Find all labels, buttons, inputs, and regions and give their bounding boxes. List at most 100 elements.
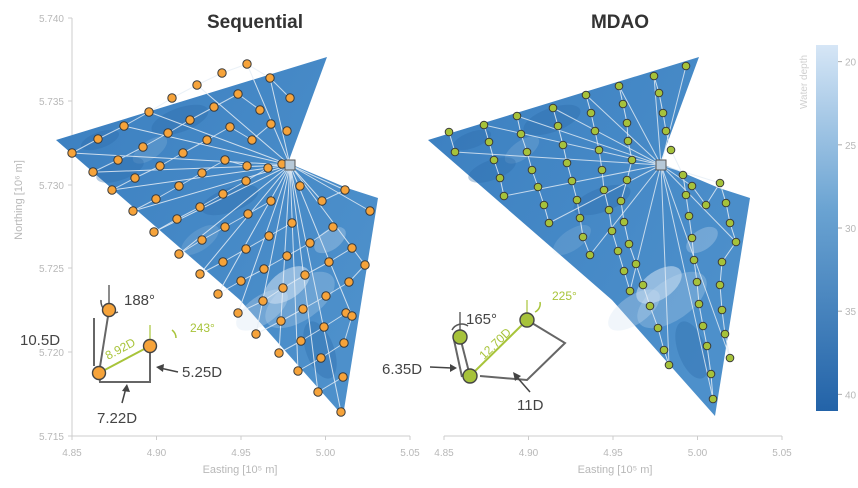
cable-segment [660, 65, 687, 166]
turbine-marker [479, 120, 489, 130]
cable-segment [289, 164, 342, 413]
turbine-marker [258, 296, 268, 306]
turbine-marker [539, 200, 549, 210]
turbine-marker [93, 134, 103, 144]
spacing-inset-sequential: 188° 243° 10.5D 8.92D 5.25D 7.22D [20, 285, 222, 427]
cable-segment [585, 94, 662, 166]
cable-segment [516, 115, 662, 166]
turbine-marker [264, 231, 274, 241]
turbine-marker [581, 90, 591, 100]
distance-label-5-25d: 5.25D [182, 364, 222, 381]
turbine-marker [659, 345, 669, 355]
turbine-marker [623, 136, 633, 146]
turbine-marker [149, 227, 159, 237]
turbine-marker [236, 276, 246, 286]
distance-label-12-70d: 12.70D [476, 325, 514, 362]
turbine-marker [174, 249, 184, 259]
y-tick-label: 5.720 [39, 348, 64, 359]
turbine-marker [321, 291, 331, 301]
turbine-marker [618, 99, 628, 109]
x-tick-label: 5.05 [772, 448, 792, 459]
turbine-marker [209, 102, 219, 112]
cable-segment [660, 164, 721, 184]
turbine-marker [701, 200, 711, 210]
turbine-marker [287, 218, 297, 228]
turbine-marker [553, 121, 563, 131]
turbine-marker [192, 80, 202, 90]
cable-segment [503, 164, 662, 197]
turbine-marker [522, 147, 532, 157]
turbine-marker [263, 163, 273, 173]
turbine-marker [578, 232, 588, 242]
distance-label-7-22d: 7.22D [97, 410, 137, 427]
x-tick-label: 5.00 [316, 448, 336, 459]
angle-label-243: 243° [190, 321, 215, 335]
cable-segment [289, 164, 299, 372]
turbine-marker [717, 305, 727, 315]
x-axis-label-left: Easting [10⁵ m] [203, 464, 278, 476]
turbine-marker [681, 190, 691, 200]
cable-segment [246, 63, 291, 166]
cable-segment [269, 77, 291, 166]
turbine-marker [218, 257, 228, 267]
turbine-marker [698, 321, 708, 331]
turbine-marker [527, 165, 537, 175]
turbine-marker [558, 140, 568, 150]
turbine-marker [658, 108, 668, 118]
cable-segment [629, 164, 662, 292]
turbine-marker [687, 233, 697, 243]
turbine-marker [119, 121, 129, 131]
cable-segment [132, 164, 291, 212]
turbine-marker [67, 148, 77, 158]
cable-segment [317, 376, 344, 393]
cable-segment [289, 164, 371, 212]
turbine-marker [138, 142, 148, 152]
turbine-marker [681, 61, 691, 71]
cable-segment [148, 111, 291, 166]
x-axis-label-right: Easting [10⁵ m] [578, 464, 653, 476]
wind-farm-boundary-sequential [56, 57, 378, 416]
turbine-marker [689, 255, 699, 265]
turbine-marker [717, 257, 727, 267]
turbine-marker [725, 218, 735, 228]
cable-segment [589, 164, 662, 256]
turbine-marker [218, 189, 228, 199]
site-area [428, 57, 750, 416]
colorbar: 20 25 30 35 40 Water depth [799, 45, 857, 411]
turbine-marker [338, 372, 348, 382]
turbine-marker [185, 115, 195, 125]
turbine-marker [567, 176, 577, 186]
turbine-marker [725, 353, 735, 363]
turbine-marker [489, 155, 499, 165]
turbine-marker [88, 167, 98, 177]
turbine-marker [684, 211, 694, 221]
cable-segment [618, 85, 662, 166]
y-tick-label: 5.725 [39, 264, 64, 275]
turbine-marker [220, 155, 230, 165]
x-tick-label: 5.05 [400, 448, 420, 459]
cable-segment [289, 164, 323, 202]
turbine-marker [167, 93, 177, 103]
turbine-marker [276, 316, 286, 326]
turbine-marker [195, 269, 205, 279]
cable-segment [454, 151, 662, 166]
turbine-marker [516, 129, 526, 139]
distance-label-8-92d: 8.92D [103, 335, 138, 363]
turbine-marker [702, 341, 712, 351]
turbine-marker [298, 304, 308, 314]
turbine-marker [266, 196, 276, 206]
turbine-marker [708, 394, 718, 404]
turbine-marker [562, 158, 572, 168]
turbine-marker [613, 246, 623, 256]
turbine-marker [649, 71, 659, 81]
turbine-marker [614, 81, 624, 91]
turbine-marker [339, 338, 349, 348]
turbine-marker [484, 137, 494, 147]
turbine-marker [328, 222, 338, 232]
turbine-marker [282, 126, 292, 136]
cable-segment [705, 182, 721, 206]
turbine-marker [731, 237, 741, 247]
turbine-marker [300, 270, 310, 280]
y-axis-label: Northing [10⁶ m] [13, 160, 25, 240]
turbine-marker [622, 175, 632, 185]
